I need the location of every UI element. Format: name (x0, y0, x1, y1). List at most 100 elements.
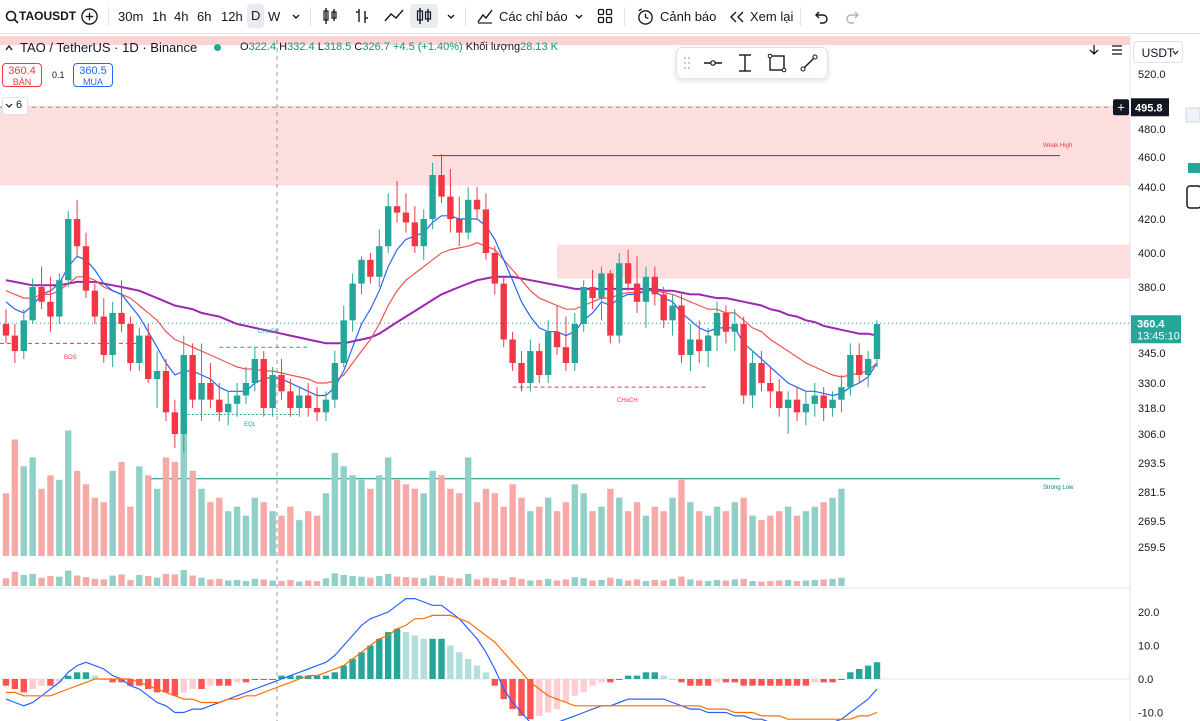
plus-icon[interactable]: + (1117, 99, 1125, 114)
candle (482, 193, 490, 260)
volume-mini-bar (349, 576, 356, 586)
timeframe-1d[interactable]: D (247, 4, 265, 28)
horizontal-line-tool-icon[interactable] (703, 54, 723, 72)
volume-mini-bar (562, 579, 570, 586)
trend-line-tool-icon[interactable] (799, 53, 819, 73)
volume-mini-bar (696, 580, 703, 586)
undo-icon[interactable] (813, 9, 829, 25)
volume-mini-bar (358, 576, 365, 586)
vertical-line-tool-icon[interactable] (735, 53, 755, 73)
download-arrow-icon[interactable] (1087, 43, 1101, 57)
price-chart[interactable]: BOS CHoCH EQL CHoCH Weak High Strong Low 520.… (0, 34, 1200, 721)
macd-histogram-bar (304, 675, 312, 679)
volume-mini-bar (384, 573, 392, 586)
volume-mini-bar (429, 575, 436, 586)
macd-histogram-bar (704, 679, 712, 686)
macd-histogram-bar (180, 679, 187, 693)
candle-body (340, 320, 347, 363)
redo-icon[interactable] (845, 9, 861, 25)
candle (367, 253, 374, 284)
bar-chart-type-icon[interactable] (321, 6, 339, 26)
candle-body (242, 383, 250, 396)
candle (722, 305, 730, 344)
side-panel-button[interactable] (1186, 185, 1200, 209)
settings-lines-icon[interactable] (1110, 42, 1124, 58)
volume-mini-bar (224, 580, 232, 586)
candle-body (331, 363, 339, 400)
candle (2, 309, 10, 344)
line-chart-type-icon[interactable] (383, 7, 405, 25)
price-tick-label: 420.0 (1138, 214, 1166, 226)
rectangle-tool-icon[interactable] (767, 53, 787, 73)
macd-histogram-bar (696, 679, 703, 686)
alert-button[interactable]: Cảnh báo (660, 9, 717, 24)
search-icon[interactable] (4, 9, 20, 25)
timeframe-12h[interactable]: 12h (221, 9, 243, 24)
currency-selector[interactable]: USDT (1133, 41, 1183, 63)
signal-line (6, 614, 878, 720)
timeframe-1w[interactable]: W (268, 9, 281, 24)
volume-bar (411, 488, 419, 556)
price-axis[interactable]: 520.0 480.0 460.0 440.0 420.0 400.0 380.0 345.0… (1113, 34, 1200, 721)
collapse-chevron-icon[interactable] (3, 42, 15, 54)
candles-chart-type-icon[interactable] (415, 6, 433, 26)
timeframe-6h[interactable]: 6h (197, 9, 212, 24)
volume-mini-bar (420, 578, 427, 586)
indicators-icon[interactable] (476, 7, 494, 25)
price-tick-label: 460.0 (1138, 152, 1166, 164)
sell-price-box[interactable]: 360.4 BÁN (2, 63, 42, 87)
candle-body (304, 395, 312, 408)
chevron-down-icon[interactable] (291, 12, 301, 22)
indicators-collapse-toggle[interactable]: 6 (2, 97, 28, 115)
volume-bar (509, 484, 516, 556)
toolbar-divider (310, 7, 311, 26)
volume-mini-bar (829, 578, 836, 586)
compare-add-icon[interactable] (80, 7, 99, 26)
candle (687, 324, 694, 371)
volume-mini-bar (616, 578, 623, 586)
macd-histogram-bar (678, 679, 685, 683)
alarm-clock-icon[interactable] (636, 7, 655, 26)
volume-bar (91, 497, 99, 556)
volume-bar (216, 497, 223, 556)
volume-mini-bar (56, 576, 63, 586)
macd-histogram-bar (384, 632, 392, 679)
layout-grid-icon[interactable] (597, 8, 613, 24)
volume-bar (580, 493, 587, 556)
volume-bar (784, 506, 792, 556)
candle-body (696, 339, 703, 352)
candle (91, 283, 99, 324)
macd-histogram-bar (616, 679, 623, 680)
rewind-icon[interactable] (729, 10, 745, 24)
macd-histogram-bar (20, 679, 27, 693)
timeframe-4h[interactable]: 4h (174, 9, 189, 24)
candle (242, 367, 250, 404)
chevron-down-icon[interactable] (574, 12, 584, 22)
candle-body (269, 375, 276, 408)
candle-body (776, 391, 783, 408)
candle-body (11, 335, 19, 352)
replay-button[interactable]: Xem lại (750, 9, 794, 24)
macd-histogram-bar (838, 679, 845, 680)
ohlc-chart-type-icon[interactable] (353, 6, 371, 26)
price-tick-label: 330.0 (1138, 378, 1166, 390)
side-panel-edge[interactable] (1185, 107, 1200, 123)
volume-bar (633, 502, 641, 556)
symbol-search-button[interactable]: TAOUSDT (19, 9, 77, 23)
chevron-down-icon[interactable] (446, 12, 456, 22)
candles-chart-type-active[interactable] (410, 4, 438, 28)
price-tick-label: 440.0 (1138, 182, 1166, 194)
timeframe-30m[interactable]: 30m (118, 9, 144, 24)
macd-histogram-bar (340, 665, 347, 679)
add-alert-button[interactable] (1113, 99, 1129, 116)
candle-body (722, 312, 730, 332)
macd-histogram-bar (713, 679, 721, 683)
timeframe-1h[interactable]: 1h (152, 9, 167, 24)
candle-body (687, 339, 694, 355)
buy-price-box[interactable]: 360.5 MUA (73, 63, 113, 87)
drag-handle-icon[interactable] (683, 56, 691, 70)
candle (20, 309, 27, 359)
indicators-button[interactable]: Các chỉ báo (499, 9, 568, 24)
volume-mini-bar (11, 571, 19, 586)
volume-bar (607, 488, 614, 556)
